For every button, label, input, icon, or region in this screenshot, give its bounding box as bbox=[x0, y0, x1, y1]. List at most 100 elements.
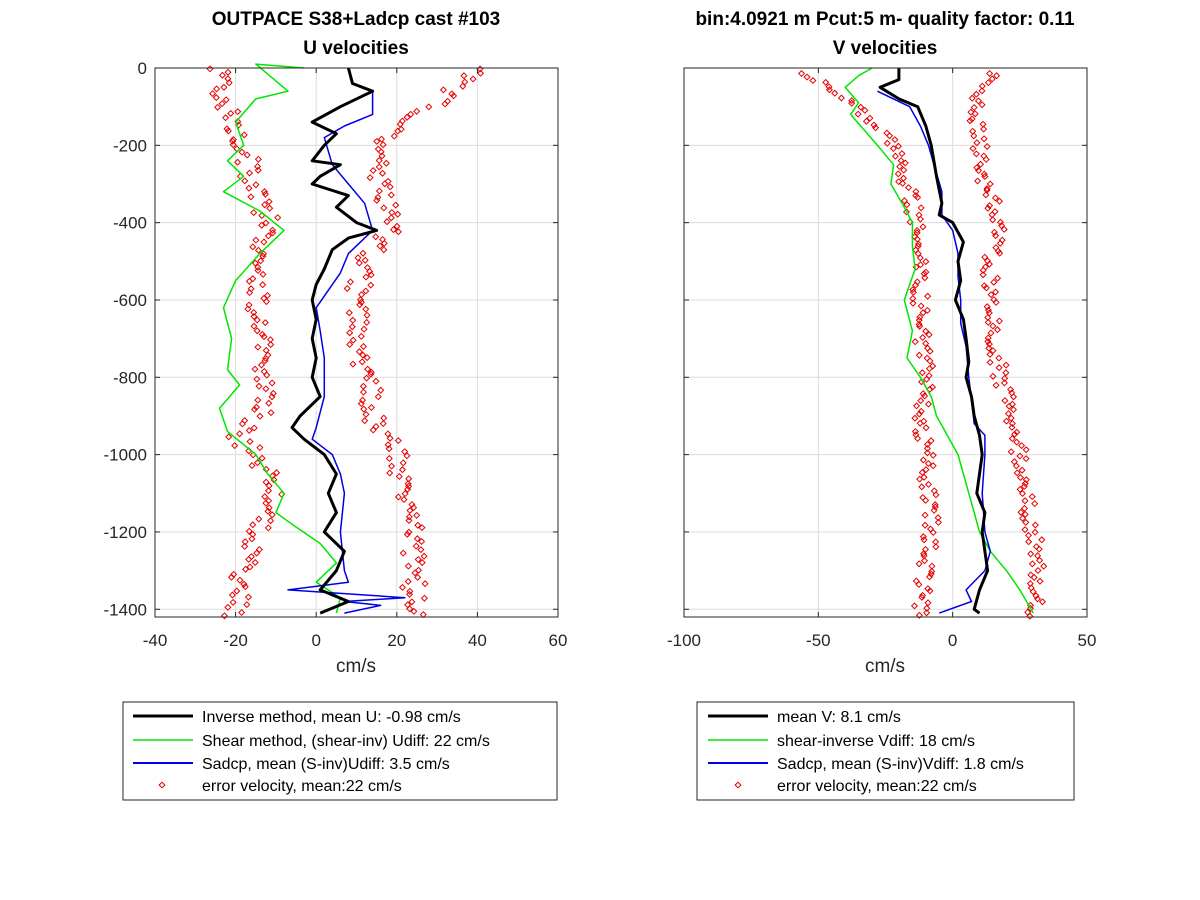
panel-u-error-marker-0-121 bbox=[264, 487, 273, 495]
panel-v-error-marker-0-93 bbox=[921, 392, 929, 400]
panel-v-error-marker-0-21 bbox=[894, 142, 902, 150]
panel-v-error-marker-0-71 bbox=[915, 316, 923, 324]
panel-u-error-marker-0-154 bbox=[243, 601, 251, 609]
panel-u-error-marker-1-38 bbox=[373, 196, 381, 204]
panel-v-error-marker-1-145 bbox=[1030, 573, 1038, 582]
panel-v-error-marker-0-35 bbox=[912, 192, 920, 200]
panel-u-error-marker-1-90 bbox=[372, 377, 380, 385]
panel-u-error-marker-0-74 bbox=[250, 322, 258, 330]
panel-v-error-marker-1-152 bbox=[1038, 598, 1047, 606]
panel-u-error-marker-0-119 bbox=[262, 478, 270, 486]
legend-u-entry-inverse: Inverse method, mean U: -0.98 cm/s bbox=[133, 709, 461, 726]
panel-u-ticks: 0-200-400-600-800-1000-1200-1400-40 -20 0 2… bbox=[104, 59, 568, 650]
panel-u-xtick-label-2: 0 bbox=[311, 631, 320, 650]
panel-u-error-marker-0-9 bbox=[222, 96, 230, 104]
panel-v-error-marker-1-104 bbox=[1011, 430, 1019, 438]
panel-v-error-marker-1-31 bbox=[974, 177, 982, 185]
panel-u-error-marker-0-64 bbox=[246, 289, 254, 297]
panel-v-error-marker-1-83 bbox=[986, 358, 994, 366]
panel-u-error-marker-0-125 bbox=[262, 499, 270, 507]
panel-u-error-marker-1-142 bbox=[418, 559, 426, 567]
panel-v-error-marker-1-96 bbox=[1005, 402, 1013, 410]
panel-v-error-marker-1-64 bbox=[987, 291, 995, 299]
panel-v-error-marker-1-53 bbox=[981, 253, 989, 261]
panel-u-error-marker-1-151 bbox=[405, 590, 414, 598]
panel-u-error-marker-0-99 bbox=[267, 409, 275, 417]
panel-u-error-marker-1-27 bbox=[382, 159, 390, 167]
panel-u-error-marker-0-102 bbox=[238, 420, 246, 428]
panel-u-error-marker-1-89 bbox=[363, 374, 371, 382]
panel-u-error-marker-0-50 bbox=[260, 238, 268, 246]
panel-v-error-marker-0-53 bbox=[916, 254, 924, 262]
panel-v-error-marker-1-74 bbox=[993, 326, 1002, 334]
panel-u-error-marker-1-53 bbox=[359, 249, 367, 257]
panel-v-error-marker-0-32 bbox=[899, 179, 907, 187]
panel-v-error-marker-1-118 bbox=[1021, 479, 1029, 488]
panel-v-error-marker-0-145 bbox=[925, 573, 934, 581]
panel-v-error-marker-1-139 bbox=[1034, 552, 1042, 560]
panel-v-error-marker-1-141 bbox=[1028, 560, 1036, 568]
panel-v-error-marker-1-72 bbox=[984, 318, 992, 326]
panel-u-error-marker-1-39 bbox=[392, 201, 400, 209]
panel-v-error-marker-1-150 bbox=[1032, 592, 1040, 600]
panel-v-error-marker-1-88 bbox=[1001, 374, 1009, 382]
panel-u-error-marker-0-33 bbox=[252, 181, 260, 189]
panel-u-error-marker-1-28 bbox=[375, 163, 383, 171]
panel-v-error-marker-0-20 bbox=[883, 139, 891, 147]
panel-u-error-marker-1-21 bbox=[373, 137, 381, 145]
panel-v-error-marker-1-99 bbox=[1007, 414, 1015, 422]
panel-u-error-marker-0-133 bbox=[245, 527, 253, 535]
panel-v-error-marker-0-112 bbox=[924, 459, 932, 468]
panel-u-error-marker-1-59 bbox=[367, 271, 375, 279]
panel-u-error-marker-1-45 bbox=[393, 222, 401, 230]
panel-u-error-marker-1-112 bbox=[385, 454, 393, 463]
panel-v-error-marker-1-63 bbox=[991, 288, 1000, 296]
panel-u-error-marker-0-156 bbox=[238, 608, 246, 617]
panel-u-error-marker-1-107 bbox=[394, 437, 402, 445]
panel-v-error-marker-1-126 bbox=[1017, 508, 1025, 516]
panel-v-error-marker-1-127 bbox=[1021, 510, 1029, 518]
panel-v-error-marker-1-33 bbox=[983, 185, 991, 193]
panel-v-error-marker-0-9 bbox=[848, 99, 856, 107]
panel-u-error-marker-0-132 bbox=[264, 524, 272, 532]
panel-v-error-marker-1-1 bbox=[993, 72, 1001, 80]
legend-v-entry-shear: shear-inverse Vdiff: 18 cm/s bbox=[708, 733, 975, 750]
panel-v-error-marker-0-44 bbox=[919, 223, 927, 231]
panel-u-error-marker-1-155 bbox=[406, 605, 414, 613]
panel-u-error-marker-1-145 bbox=[411, 569, 419, 577]
panel-u-error-marker-1-64 bbox=[362, 287, 370, 295]
panel-u-error-marker-0-129 bbox=[255, 515, 263, 523]
panel-v-error-marker-0-117 bbox=[916, 475, 924, 483]
panel-v-error-marker-1-13 bbox=[968, 115, 976, 123]
panel-u-error-marker-1-18 bbox=[394, 127, 402, 135]
panel-v-error-marker-1-98 bbox=[1004, 410, 1013, 418]
panel-v-error-marker-0-13 bbox=[866, 114, 874, 122]
panel-u-error-marker-0-98 bbox=[250, 405, 259, 413]
panel-u-error-marker-0-107 bbox=[246, 437, 254, 446]
panel-v-error-marker-0-12 bbox=[854, 110, 862, 118]
legend-v-label-sadcp: Sadcp, mean (S-inv)Vdiff: 1.8 cm/s bbox=[777, 756, 1024, 773]
panel-u-xtick-label-5: 60 bbox=[549, 631, 568, 650]
panel-v-error-marker-1-71 bbox=[995, 317, 1003, 325]
panel-v-error-marker-0-113 bbox=[929, 462, 937, 470]
panel-u-error-marker-0-59 bbox=[259, 270, 267, 278]
panel-u-error-marker-0-25 bbox=[243, 151, 251, 159]
panel-v-error-marker-1-47 bbox=[992, 232, 1000, 240]
panel-v-error-marker-0-33 bbox=[904, 184, 913, 192]
panel-v-error-marker-1-45 bbox=[1000, 225, 1008, 233]
panel-v-error-marker-0-5 bbox=[825, 86, 833, 94]
panel-v-error-marker-1-61 bbox=[980, 282, 988, 290]
panel-u-legend: Inverse method, mean U: -0.98 cm/s Shear… bbox=[122, 701, 558, 801]
panel-u-xtick-label-1: -20 bbox=[223, 631, 248, 650]
panel-u-error-marker-1-69 bbox=[362, 305, 370, 313]
panel-v-error-marker-1-25 bbox=[982, 155, 990, 163]
panel-v-error-marker-0-24 bbox=[891, 152, 899, 160]
panel-v-error-marker-1-44 bbox=[997, 222, 1006, 230]
legend-v-label-shear: shear-inverse Vdiff: 18 cm/s bbox=[777, 733, 975, 750]
panel-u-error-marker-0-108 bbox=[231, 442, 239, 450]
panel-v-error-marker-1-103 bbox=[1013, 428, 1021, 436]
panel-v-error-marker-1-115 bbox=[1013, 469, 1021, 477]
panel-v-error-marker-1-51 bbox=[994, 247, 1002, 255]
panel-u-error-marker-0-14 bbox=[222, 114, 230, 122]
panel-v-error-marker-0-66 bbox=[909, 299, 917, 307]
